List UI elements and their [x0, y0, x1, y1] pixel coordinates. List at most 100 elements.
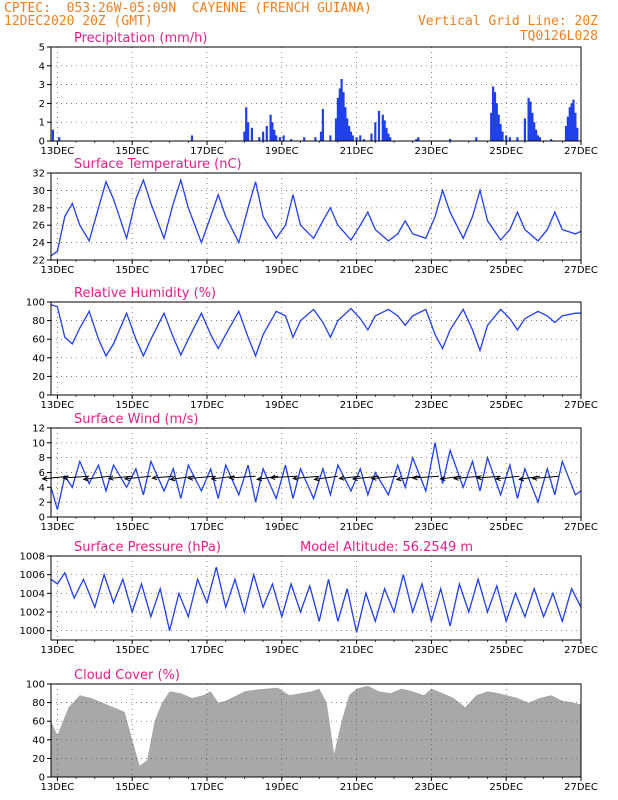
y-tick-label: 80 — [32, 316, 45, 327]
precip-bar — [564, 126, 568, 141]
panel-4: Surface Pressure (hPa) Model Altitude: 56… — [20, 540, 598, 656]
wind-arrow-head — [531, 475, 538, 481]
precip-bar — [321, 109, 324, 141]
precip-bar — [243, 131, 246, 141]
precip-bar — [449, 139, 452, 141]
x-tick-label: 27DEC — [564, 782, 598, 793]
wind-arrow-head — [62, 475, 68, 481]
precip-bar — [387, 133, 390, 141]
precip-bar — [381, 114, 384, 141]
x-tick-label: 25DEC — [489, 782, 523, 793]
precip-bar — [262, 131, 265, 141]
panel-title: Cloud Cover (%) — [74, 668, 180, 683]
wind-arrow-head — [187, 475, 194, 481]
wind-arrow-head — [269, 474, 276, 480]
x-tick-label: 27DEC — [564, 400, 598, 411]
precip-bar — [344, 107, 347, 141]
precip-bar — [523, 118, 526, 141]
precip-bar — [415, 139, 418, 141]
y-tick-label: 60 — [32, 335, 45, 346]
wind-arrow-head — [82, 476, 89, 482]
wind-arrow — [188, 475, 215, 479]
x-tick-label: 15DEC — [115, 782, 149, 793]
y-tick-label: 0 — [39, 137, 45, 148]
panel-2: Relative Humidity (%) 0 20 40 60 80 100 13DEC 15… — [26, 286, 598, 411]
x-tick-label: 19DEC — [265, 146, 299, 157]
panel-title: Surface Temperature (nC) — [74, 157, 242, 172]
x-tick-label: 27DEC — [564, 645, 598, 656]
y-tick-label: 30 — [32, 186, 45, 197]
y-tick-label: 12 — [32, 424, 45, 435]
wind-arrow-head — [395, 476, 402, 482]
wind-arrow — [152, 475, 174, 479]
precip-bar — [58, 137, 61, 141]
precip-bar — [340, 79, 343, 141]
y-tick-label: 40 — [32, 735, 45, 746]
x-tick-label: 13DEC — [41, 782, 75, 793]
precip-bar — [533, 122, 536, 141]
x-tick-label: 13DEC — [41, 400, 75, 411]
precip-bar — [574, 112, 577, 141]
panel-title: Relative Humidity (%) — [74, 286, 216, 301]
wind-arrow-head — [107, 475, 114, 481]
y-tick-label: 20 — [32, 754, 45, 765]
x-tick-label: 23DEC — [415, 265, 449, 276]
y-tick-label: 60 — [32, 717, 45, 728]
x-tick-label: 13DEC — [41, 265, 75, 276]
panel-frame — [50, 427, 582, 518]
wind-arrow-head — [41, 475, 48, 482]
precip-bar — [314, 137, 317, 141]
precip-bar — [329, 135, 332, 141]
x-tick-label: 25DEC — [489, 522, 523, 533]
y-tick-label: 0 — [39, 513, 45, 524]
precip-bar — [492, 86, 495, 141]
x-tick-label: 21DEC — [340, 146, 374, 157]
precip-bar — [527, 97, 530, 141]
panel-frame — [50, 46, 582, 142]
wind-arrow-head — [256, 476, 263, 482]
x-tick-label: 21DEC — [340, 645, 374, 656]
panel-title: Surface Wind (m/s) — [74, 412, 198, 427]
precip-bar — [303, 137, 306, 141]
y-tick-label: 1008 — [20, 552, 45, 563]
y-tick-label: 1000 — [20, 626, 45, 637]
x-tick-label: 13DEC — [41, 522, 75, 533]
x-tick-label: 25DEC — [489, 400, 523, 411]
x-tick-label: 19DEC — [265, 400, 299, 411]
wind-arrow — [63, 475, 90, 479]
precip-bar — [245, 107, 248, 141]
precip-bar — [385, 127, 388, 141]
precip-bar — [516, 137, 519, 141]
precip-bar — [490, 112, 493, 141]
wind-arrow — [270, 475, 297, 479]
panel-3: Surface Wind (m/s) 0 2 4 6 8 10 12 13DEC 15DEC 17D… — [32, 412, 598, 533]
x-tick-label: 15DEC — [115, 522, 149, 533]
x-tick-label: 19DEC — [265, 782, 299, 793]
panel-1: Surface Temperature (nC) 22 24 26 28 30 32 13DE… — [32, 157, 598, 276]
header-grid-note: Vertical Grid Line: 20Z — [417, 14, 598, 29]
wind-arrow — [124, 475, 151, 480]
precip-bar — [273, 129, 276, 141]
precip-bar — [475, 137, 478, 141]
precip-bar — [377, 110, 381, 141]
x-tick-label: 17DEC — [190, 782, 224, 793]
x-tick-label: 19DEC — [265, 265, 299, 276]
y-tick-label: 6 — [39, 468, 45, 479]
header-line1: CPTEC: 053:26W-05:09N CAYENNE (FRENCH GU… — [4, 1, 372, 16]
x-tick-label: 17DEC — [190, 645, 224, 656]
wind-arrow-head — [228, 475, 235, 481]
y-tick-label: 1002 — [20, 608, 45, 619]
series-line — [50, 567, 582, 633]
x-tick-label: 17DEC — [190, 522, 224, 533]
wind-arrow-head — [169, 476, 176, 482]
x-tick-label: 27DEC — [564, 146, 598, 157]
wind-arrow-head — [494, 475, 501, 482]
wind-arrow-head — [313, 476, 320, 482]
precip-bar — [348, 126, 351, 141]
panel-5: Cloud Cover (%) 0 20 40 60 80 100 13DEC 15DEC 17D… — [26, 668, 598, 793]
panel-frame — [50, 555, 582, 641]
wind-arrow-head — [123, 475, 130, 482]
panel-frame — [50, 683, 582, 778]
precip-bar — [319, 131, 323, 141]
